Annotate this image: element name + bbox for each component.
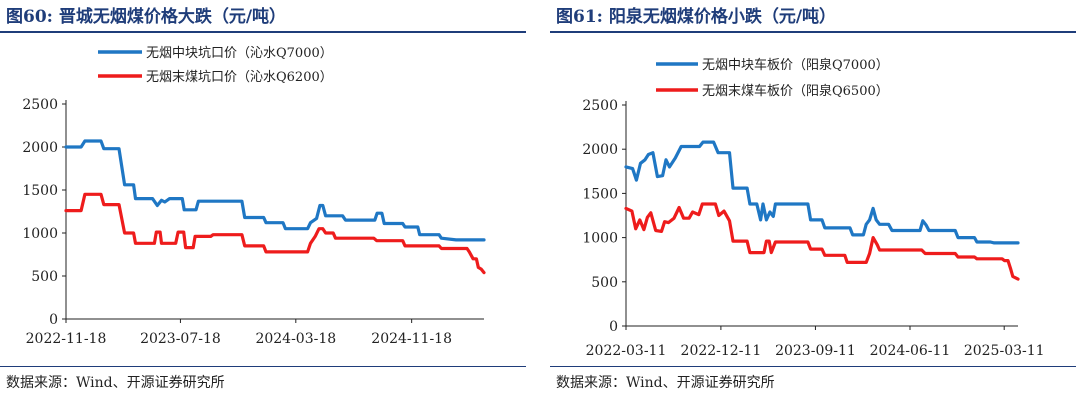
y-tick-label: 2000 <box>582 142 618 158</box>
left-bottom-rule <box>0 366 526 367</box>
legend-label: 无烟末煤车板价（阳泉Q6500） <box>702 83 889 99</box>
x-tick-label: 2024-03-18 <box>255 331 336 347</box>
legend-item: 无烟中块坑口价（沁水Q7000） <box>98 46 333 61</box>
left-line-chart: 0 500 1000 1500 2000 2500 2022-11-18 2023-07-18… <box>22 46 486 347</box>
x-tick-label: 2024-11-18 <box>371 331 452 347</box>
y-tick-label: 500 <box>591 275 618 291</box>
y-tick-label: 1500 <box>22 183 58 199</box>
y-tick-label: 1500 <box>582 186 618 202</box>
legend-label: 无烟末煤坑口价（沁水Q6200） <box>146 70 333 85</box>
legend-item: 无烟末煤坑口价（沁水Q6200） <box>98 70 333 85</box>
legend-item: 无烟中块车板价（阳泉Q7000） <box>656 57 889 73</box>
axes: 0 500 1000 1500 2000 2500 2022-11-18 2023-07-18… <box>22 97 484 347</box>
y-tick-label: 0 <box>609 319 618 335</box>
series-line-block <box>64 139 486 242</box>
y-tick-label: 2500 <box>582 98 618 114</box>
right-source-note: 数据来源：Wind、开源证券研究所 <box>556 375 775 391</box>
x-tick-label: 2022-12-11 <box>681 343 762 359</box>
series-line-fines <box>624 202 1020 281</box>
y-tick-label: 1000 <box>582 231 618 247</box>
legend-label: 无烟中块车板价（阳泉Q7000） <box>702 57 889 73</box>
x-tick-label: 2024-06-11 <box>870 343 951 359</box>
left-source-note: 数据来源：Wind、开源证券研究所 <box>6 375 225 391</box>
x-tick-label: 2022-03-11 <box>586 343 667 359</box>
left-title-rule <box>0 31 526 33</box>
legend-item: 无烟末煤车板价（阳泉Q6500） <box>656 83 889 99</box>
series-line-block <box>624 140 1020 245</box>
right-bottom-rule <box>550 366 1076 367</box>
legend-label: 无烟中块坑口价（沁水Q7000） <box>146 46 333 61</box>
y-tick-label: 500 <box>31 269 58 285</box>
left-figure-panel: 图60: 晋城无烟煤价格大跌（元/吨） 0 500 1000 1500 2000 2500… <box>0 0 530 401</box>
series-line-fines <box>64 192 486 275</box>
x-tick-label: 2022-11-18 <box>26 331 107 347</box>
x-tick-label: 2025-03-11 <box>964 343 1045 359</box>
y-tick-label: 2000 <box>22 140 58 156</box>
left-figure-title: 图60: 晋城无烟煤价格大跌（元/吨） <box>6 7 287 27</box>
y-tick-label: 0 <box>49 312 58 328</box>
x-tick-label: 2023-09-11 <box>775 343 856 359</box>
y-tick-label: 2500 <box>22 97 58 113</box>
right-line-chart: 0 500 1000 1500 2000 2500 2022-03-11 2022-12-11… <box>582 57 1044 359</box>
x-tick-label: 2023-07-18 <box>140 331 221 347</box>
right-figure-title: 图61: 阳泉无烟煤价格小跌（元/吨） <box>556 7 837 27</box>
right-figure-panel: 图61: 阳泉无烟煤价格小跌（元/吨） 0 500 1000 1500 2000 2500… <box>550 0 1080 401</box>
y-tick-label: 1000 <box>22 226 58 242</box>
axes: 0 500 1000 1500 2000 2500 2022-03-11 2022-12-11… <box>582 98 1044 359</box>
right-title-rule <box>550 31 1076 33</box>
